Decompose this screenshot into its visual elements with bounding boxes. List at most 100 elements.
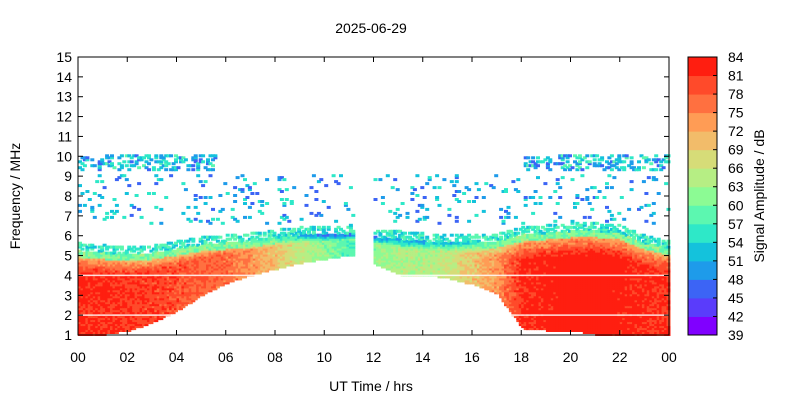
heatmap-cell bbox=[265, 239, 270, 243]
heatmap-cell bbox=[267, 257, 272, 261]
heatmap-cell bbox=[176, 285, 181, 289]
heatmap-cell bbox=[235, 265, 240, 269]
heatmap-cell bbox=[329, 243, 334, 247]
heatmap-cell bbox=[149, 221, 154, 225]
heatmap-cell bbox=[400, 239, 405, 243]
heatmap-cell bbox=[523, 285, 528, 289]
heatmap-cell bbox=[484, 253, 489, 257]
heatmap-cell bbox=[132, 275, 137, 279]
heatmap-cell bbox=[129, 249, 134, 253]
heatmap-cell bbox=[122, 267, 127, 271]
heatmap-cell bbox=[425, 235, 430, 239]
heatmap-cell bbox=[343, 247, 348, 251]
heatmap-cell bbox=[164, 269, 169, 273]
heatmap-cell bbox=[474, 251, 479, 255]
heatmap-cell bbox=[223, 275, 228, 279]
heatmap-cell bbox=[159, 303, 164, 307]
heatmap-cell bbox=[351, 251, 356, 255]
heatmap-cell bbox=[393, 243, 398, 247]
heatmap-cell bbox=[92, 261, 97, 265]
heatmap-cell bbox=[144, 323, 149, 327]
heatmap-cell bbox=[440, 251, 444, 255]
heatmap-cell bbox=[449, 251, 454, 255]
heatmap-cell bbox=[107, 321, 112, 325]
heatmap-cell bbox=[174, 297, 178, 301]
heatmap-cell bbox=[521, 239, 526, 243]
heatmap-cell bbox=[230, 251, 235, 255]
heatmap-cell bbox=[521, 269, 526, 273]
heatmap-cell bbox=[430, 241, 435, 245]
heatmap-cell bbox=[208, 269, 213, 273]
heatmap-cell bbox=[183, 251, 188, 255]
heatmap-cell bbox=[134, 319, 139, 323]
heatmap-cell bbox=[462, 257, 467, 261]
heatmap-cell bbox=[403, 269, 407, 273]
heatmap-cell bbox=[97, 166, 102, 170]
heatmap-cell bbox=[508, 247, 513, 251]
heatmap-cell bbox=[161, 303, 166, 307]
heatmap-cell bbox=[486, 247, 491, 251]
heatmap-cell bbox=[225, 237, 230, 241]
heatmap-cell bbox=[440, 269, 444, 273]
heatmap-cell bbox=[112, 247, 117, 251]
heatmap-cell bbox=[472, 235, 476, 239]
heatmap-cell bbox=[105, 321, 110, 325]
heatmap-cell bbox=[171, 285, 176, 289]
heatmap-cell bbox=[343, 203, 348, 207]
heatmap-cell bbox=[464, 259, 469, 263]
heatmap-cell bbox=[442, 257, 447, 261]
heatmap-cell bbox=[117, 291, 122, 295]
heatmap-cell bbox=[260, 259, 265, 263]
heatmap-cell bbox=[122, 301, 127, 305]
heatmap-cell bbox=[191, 253, 196, 257]
heatmap-cell bbox=[114, 247, 119, 251]
heatmap-cell bbox=[124, 297, 129, 301]
heatmap-cell bbox=[154, 295, 159, 299]
heatmap-cell bbox=[80, 192, 85, 195]
heatmap-cell bbox=[476, 259, 481, 263]
heatmap-cell bbox=[161, 315, 166, 319]
heatmap-cell bbox=[127, 255, 132, 259]
heatmap-cell bbox=[523, 229, 528, 233]
heatmap-cell bbox=[523, 196, 528, 199]
heatmap-cell bbox=[230, 241, 235, 245]
heatmap-cell bbox=[282, 237, 287, 241]
heatmap-cell bbox=[440, 253, 444, 257]
heatmap-cell bbox=[151, 295, 156, 299]
heatmap-cell bbox=[235, 219, 240, 223]
heatmap-cell bbox=[255, 239, 260, 243]
heatmap-cell bbox=[78, 283, 82, 287]
heatmap-cell bbox=[489, 285, 494, 289]
heatmap-cell bbox=[469, 269, 474, 273]
heatmap-cell bbox=[294, 245, 299, 249]
heatmap-cell bbox=[142, 303, 146, 307]
heatmap-cell bbox=[154, 291, 159, 295]
heatmap-cell bbox=[479, 257, 484, 261]
heatmap-cell bbox=[127, 311, 132, 315]
heatmap-cell bbox=[469, 251, 474, 255]
heatmap-cell bbox=[282, 265, 287, 269]
heatmap-cell bbox=[417, 217, 422, 221]
heatmap-cell bbox=[154, 275, 159, 279]
heatmap-cell bbox=[513, 263, 518, 267]
heatmap-cell bbox=[405, 267, 410, 271]
heatmap-cell bbox=[287, 253, 292, 257]
heatmap-cell bbox=[174, 309, 178, 313]
heatmap-cell bbox=[275, 235, 279, 239]
heatmap-cell bbox=[139, 263, 144, 267]
heatmap-cell bbox=[78, 319, 82, 323]
heatmap-cell bbox=[117, 287, 122, 291]
heatmap-cell bbox=[504, 303, 508, 307]
heatmap-cell bbox=[144, 253, 149, 257]
heatmap-cell bbox=[215, 269, 220, 273]
heatmap-cell bbox=[279, 259, 284, 263]
heatmap-cell bbox=[183, 261, 188, 265]
heatmap-cell bbox=[508, 239, 513, 243]
heatmap-cell bbox=[331, 255, 336, 259]
heatmap-cell bbox=[383, 261, 388, 265]
heatmap-cell bbox=[508, 261, 513, 265]
heatmap-cell bbox=[154, 253, 159, 257]
heatmap-cell bbox=[516, 305, 521, 309]
heatmap-cell bbox=[511, 311, 516, 315]
heatmap-cell bbox=[117, 305, 122, 309]
